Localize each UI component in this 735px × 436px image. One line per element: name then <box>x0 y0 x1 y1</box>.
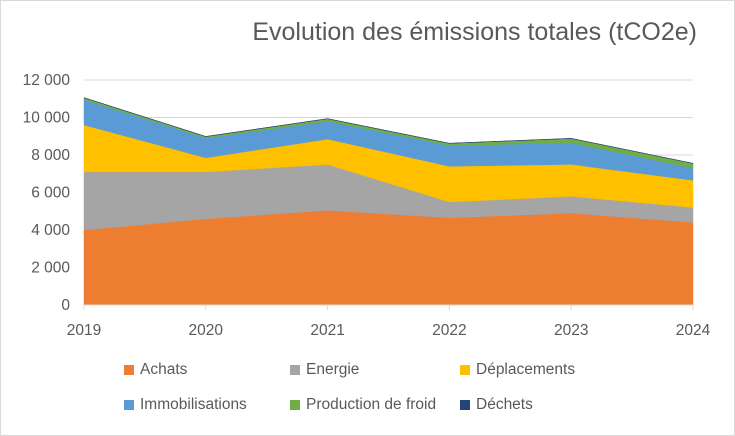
y-tick-label: 8 000 <box>31 147 70 164</box>
x-tick-label: 2024 <box>676 322 711 339</box>
stacked-areas <box>83 97 694 306</box>
y-tick-label: 0 <box>61 297 70 314</box>
y-tick-label: 6 000 <box>31 185 70 202</box>
legend-swatch <box>290 400 300 410</box>
legend-swatch <box>124 400 134 410</box>
x-tick-label: 2020 <box>189 322 224 339</box>
legend-item: Immobilisations <box>124 396 247 414</box>
y-tick-label: 10 000 <box>23 110 71 127</box>
legend-item: Production de froid <box>290 396 436 414</box>
x-tick-label: 2021 <box>310 322 344 339</box>
legend-label: Immobilisations <box>140 396 247 413</box>
legend-swatch <box>460 365 470 375</box>
legend-swatch <box>290 365 300 375</box>
legend-label: Production de froid <box>306 396 437 413</box>
axes <box>83 304 694 310</box>
legend-item: Energie <box>290 361 359 379</box>
x-axis-tick-labels: 2019 2020 2021 2022 2023 2024 <box>67 322 711 339</box>
legend-item: Achats <box>124 361 187 379</box>
x-tick-label: 2023 <box>554 322 588 339</box>
legend-swatch <box>124 365 134 375</box>
legend-label: Energie <box>306 361 360 378</box>
x-tick-label: 2019 <box>67 322 101 339</box>
legend-item: Déchets <box>460 396 533 414</box>
area-dechets <box>83 97 694 164</box>
area-achats <box>83 210 694 306</box>
y-tick-label: 2 000 <box>31 260 70 277</box>
y-tick-label: 4 000 <box>31 222 70 239</box>
x-tick-label: 2022 <box>432 322 466 339</box>
chart-title: Evolution des émissions totales (tCO2e) <box>252 18 697 46</box>
y-axis-tick-labels: 0 2 000 4 000 6 000 8 000 10 000 12 000 <box>23 72 71 314</box>
legend-swatch <box>460 400 470 410</box>
legend-label: Déplacements <box>476 361 576 378</box>
y-tick-label: 12 000 <box>23 72 71 89</box>
legend-item: Déplacements <box>460 361 575 379</box>
legend-label: Achats <box>140 361 188 378</box>
legend-label: Déchets <box>476 396 533 413</box>
